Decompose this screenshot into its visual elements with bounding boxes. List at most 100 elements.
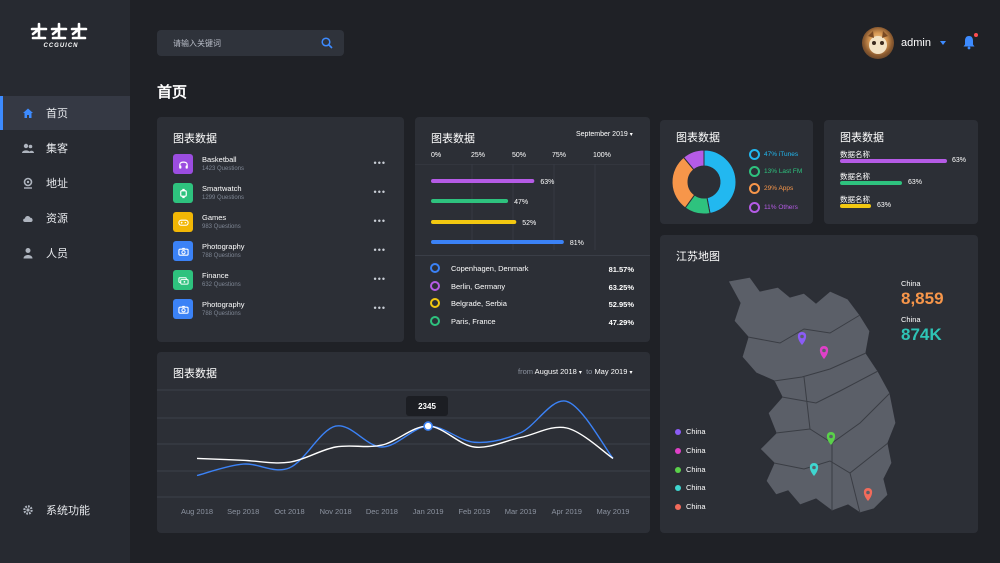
- x-tick-label: May 2019: [596, 507, 630, 516]
- city-value: 81.57%: [608, 265, 634, 274]
- sidebar-item-label: 人员: [46, 248, 68, 260]
- map-pin-icon[interactable]: [809, 463, 819, 476]
- legend-label: 29% Apps: [764, 185, 794, 192]
- metric-label: 数据名称: [840, 150, 870, 159]
- avatar[interactable]: [862, 27, 894, 59]
- map-pin-icon[interactable]: [863, 488, 873, 501]
- list-item[interactable]: Photography 788 Questions •••: [173, 241, 386, 265]
- map-pin-icon[interactable]: [826, 432, 836, 445]
- list-icon-bg: [173, 154, 193, 174]
- map-pin-center: [866, 490, 870, 495]
- list-item[interactable]: Games 983 Questions •••: [173, 212, 386, 236]
- jiangsu-map: [727, 276, 897, 514]
- range-from-label: from: [518, 367, 533, 376]
- metric-bar: [840, 204, 871, 208]
- camera-icon: [177, 247, 189, 256]
- sidebar-item-staff[interactable]: 人员: [0, 236, 130, 270]
- sidebar-item-label: 地址: [46, 178, 68, 190]
- range-to-label: to: [586, 367, 593, 376]
- tick-label: 0%: [431, 152, 442, 159]
- tick-label: 50%: [512, 152, 527, 159]
- list-card: 图表数据 Basketball 1423 Questions ••• Smart…: [157, 117, 404, 342]
- card-title: 图表数据: [676, 132, 720, 144]
- bar[interactable]: [431, 199, 509, 203]
- list-item-subtitle: 983 Questions: [202, 224, 241, 230]
- chevron-down-icon: ▾: [629, 132, 633, 138]
- metric-value: 63%: [952, 157, 967, 164]
- sidebar-item-resources[interactable]: 资源: [0, 201, 130, 235]
- legend-ring: [749, 166, 760, 177]
- gear-icon: [23, 505, 33, 515]
- more-icon[interactable]: •••: [373, 303, 386, 313]
- bell-icon[interactable]: [961, 34, 977, 50]
- list-icon-bg: [173, 270, 193, 290]
- list-item-name: Finance: [202, 271, 229, 280]
- stat-label: China: [901, 279, 921, 288]
- legend-dot: [675, 429, 681, 435]
- bar[interactable]: [431, 179, 535, 183]
- month-select[interactable]: September 2019 ▾: [576, 131, 633, 138]
- date-range[interactable]: from August 2018 ▾ to May 2019 ▾: [518, 367, 632, 376]
- bar[interactable]: [431, 240, 564, 244]
- sidebar: CCGUICN 首页 集客 地址 资源 人员 系统功能: [0, 0, 130, 563]
- highlight-point[interactable]: [423, 421, 433, 431]
- more-icon[interactable]: •••: [373, 245, 386, 255]
- page-title: 首页: [157, 84, 188, 101]
- bar-chart: 63% 47% 52% 81%: [415, 164, 650, 250]
- legend-ring: [430, 263, 440, 273]
- stat-label: China: [901, 315, 921, 324]
- map-pin-icon[interactable]: [797, 332, 807, 345]
- map-pin-icon[interactable]: [819, 346, 829, 359]
- x-tick-label: Oct 2018: [274, 507, 305, 516]
- legend-dot: [675, 467, 681, 473]
- list-item[interactable]: Smartwatch 1299 Questions •••: [173, 183, 386, 207]
- donut-slice[interactable]: [703, 149, 737, 215]
- donut-slice[interactable]: [682, 149, 705, 171]
- stat-value: 8,859: [901, 289, 944, 308]
- sidebar-item-label: 集客: [46, 143, 68, 155]
- list-item-subtitle: 632 Questions: [202, 282, 241, 288]
- notification-dot: [974, 33, 978, 37]
- list-item[interactable]: Finance 632 Questions •••: [173, 270, 386, 294]
- more-icon[interactable]: •••: [373, 216, 386, 226]
- card-title: 图表数据: [173, 133, 217, 145]
- divider: [415, 255, 650, 256]
- bar-data-label: 63%: [540, 179, 554, 186]
- more-icon[interactable]: •••: [373, 274, 386, 284]
- more-icon[interactable]: •••: [373, 158, 386, 168]
- sidebar-item-label: 资源: [46, 213, 68, 225]
- bar[interactable]: [431, 220, 517, 224]
- map-card: 江苏地图 China 8,859 China 874K China China …: [660, 235, 978, 533]
- app-logo: CCGUICN: [30, 22, 88, 49]
- list-item[interactable]: Photography 788 Questions •••: [173, 299, 386, 323]
- sidebar-item-home[interactable]: 首页: [0, 96, 130, 130]
- search-input[interactable]: 请输入关键词: [157, 30, 344, 56]
- sidebar-item-address[interactable]: 地址: [0, 166, 130, 200]
- legend-ring: [430, 281, 440, 291]
- bar-chart-card: 图表数据 September 2019 ▾ 0% 25% 50% 75% 100…: [415, 117, 650, 342]
- list-item-name: Photography: [202, 300, 245, 309]
- card-title: 图表数据: [431, 133, 475, 145]
- tick-label: 100%: [593, 152, 611, 159]
- map-pin-center: [800, 334, 804, 339]
- sidebar-item-settings[interactable]: 系统功能: [0, 493, 130, 527]
- x-tick-label: Nov 2018: [319, 507, 352, 516]
- x-tick-label: Apr 2019: [551, 507, 582, 516]
- search-icon[interactable]: [321, 37, 333, 49]
- city-name: Copenhagen, Denmark: [451, 264, 529, 273]
- x-tick-label: Sep 2018: [227, 507, 260, 516]
- legend-label: China: [686, 502, 706, 511]
- card-title: 图表数据: [840, 132, 884, 144]
- metric-bar: [840, 181, 902, 185]
- metric-label: 数据名称: [840, 195, 870, 204]
- metric-value: 63%: [877, 202, 892, 209]
- more-icon[interactable]: •••: [373, 187, 386, 197]
- chevron-down-icon[interactable]: [940, 41, 946, 45]
- series-line: [196, 400, 614, 477]
- list-icon-bg: [173, 183, 193, 203]
- username[interactable]: admin: [901, 37, 931, 49]
- list-item[interactable]: Basketball 1423 Questions •••: [173, 154, 386, 178]
- city-value: 63.25%: [608, 283, 634, 292]
- legend-label: China: [686, 427, 706, 436]
- sidebar-item-customers[interactable]: 集客: [0, 131, 130, 165]
